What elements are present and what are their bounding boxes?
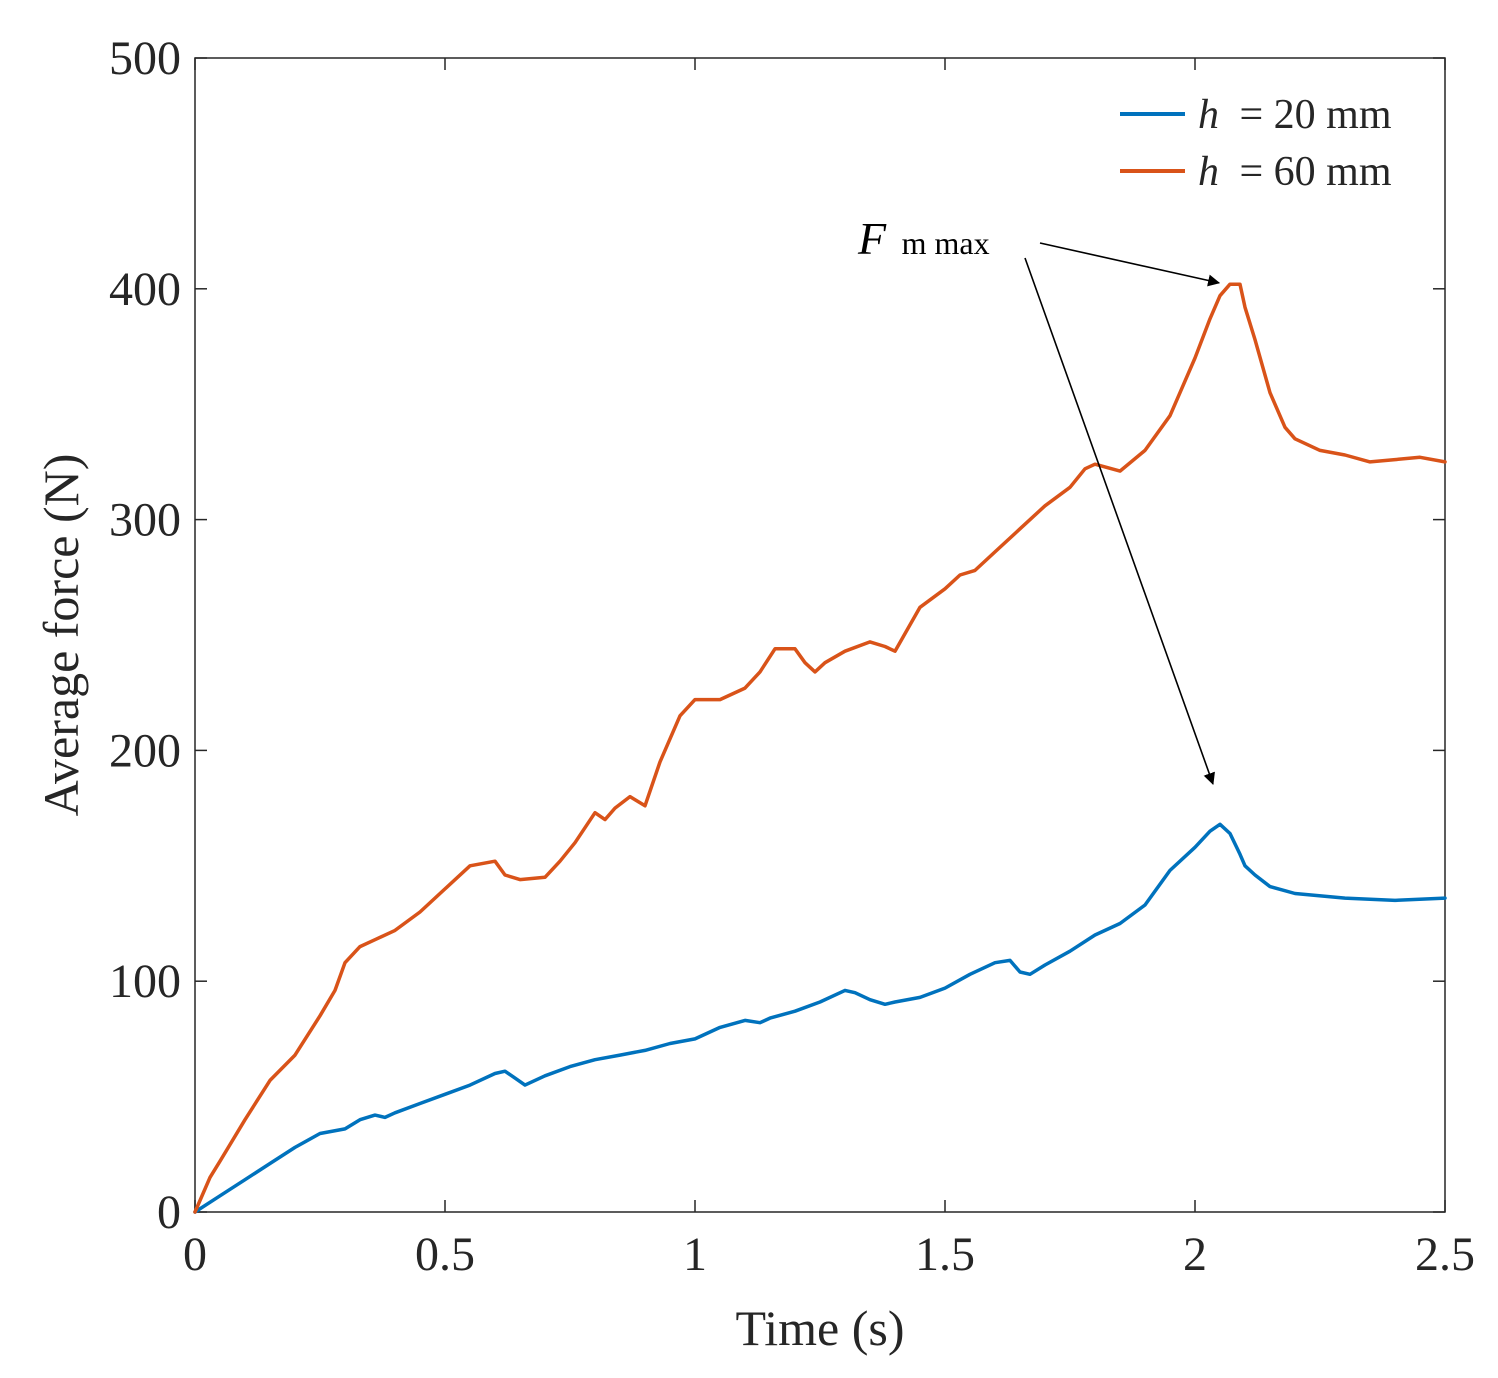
legend-var-series-2: h xyxy=(1198,149,1219,195)
x-tick-label: 2.5 xyxy=(1415,1228,1475,1281)
series-line-1 xyxy=(193,822,1447,1214)
y-tick-label: 400 xyxy=(109,263,181,316)
annotation-label: F m max xyxy=(857,213,990,264)
legend-label-series-1: h = 20 mm xyxy=(1198,92,1392,138)
plot-area-frame xyxy=(194,57,1446,1213)
y-tick-label: 100 xyxy=(109,955,181,1008)
annotation-arrow-1 xyxy=(1039,242,1221,287)
x-tick-label: 0 xyxy=(183,1228,207,1281)
series-layer xyxy=(193,282,1447,1214)
annotation-sub: m max xyxy=(902,225,990,261)
legend-rest-series-2: = 60 mm xyxy=(1240,149,1392,195)
x-tick-label: 1 xyxy=(683,1228,707,1281)
x-axis-title: Time (s) xyxy=(735,1300,904,1356)
x-tick-label: 1.5 xyxy=(915,1228,975,1281)
y-axis-title: Average force (N) xyxy=(33,454,89,817)
y-axis: 0 100 200 300 400 500 xyxy=(109,32,1445,1239)
annotation-layer xyxy=(1024,242,1221,785)
legend-label-series-2: h = 60 mm xyxy=(1198,149,1392,195)
x-tick-label: 0.5 xyxy=(415,1228,475,1281)
legend-var-series-1: h xyxy=(1198,92,1219,138)
annotation-main: F xyxy=(857,213,887,264)
legend-rest-series-1: = 20 mm xyxy=(1240,92,1392,138)
legend: h = 20 mm h = 60 mm xyxy=(1120,92,1392,195)
y-tick-label: 0 xyxy=(157,1186,181,1239)
y-tick-label: 500 xyxy=(109,32,181,85)
y-tick-label: 300 xyxy=(109,494,181,547)
annotation-arrow-2 xyxy=(1024,257,1215,785)
x-axis: 0 0.5 1 1.5 2 2.5 xyxy=(183,58,1475,1281)
x-tick-label: 2 xyxy=(1183,1228,1207,1281)
series-line-2 xyxy=(193,282,1447,1214)
y-tick-label: 200 xyxy=(109,724,181,777)
